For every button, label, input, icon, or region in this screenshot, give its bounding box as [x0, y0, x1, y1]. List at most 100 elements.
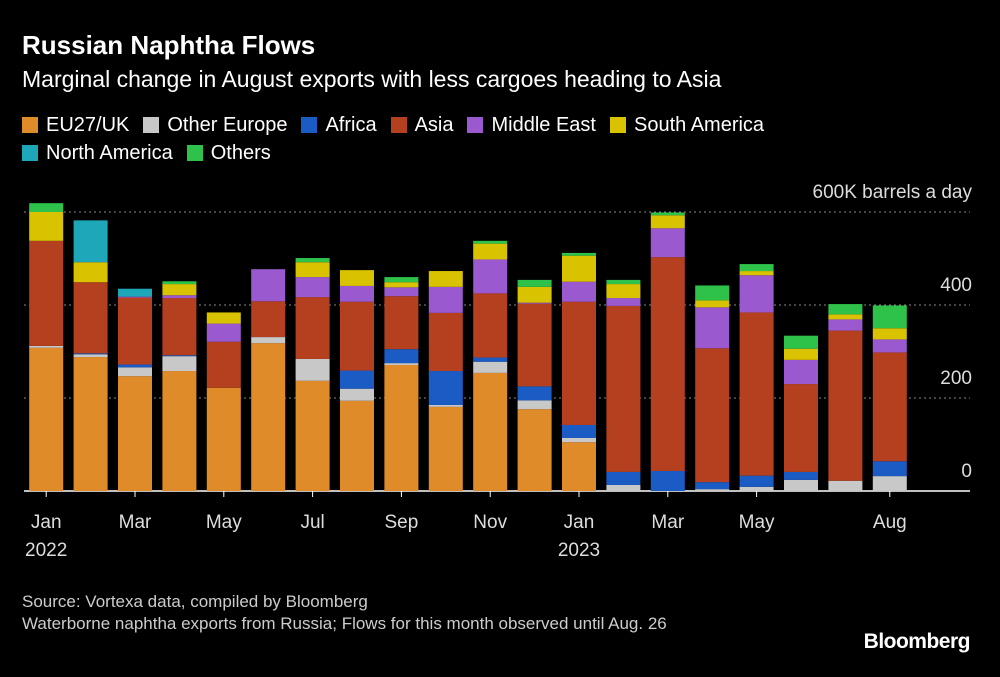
y-tick-label: 200: [940, 368, 972, 389]
y-tick-label: 600K barrels a day: [813, 182, 973, 203]
x-year-label: 2022: [25, 540, 67, 561]
bar-segment: [872, 328, 907, 340]
bar-segment: [118, 364, 152, 368]
bar-segment: [606, 484, 641, 491]
bar-segment: [73, 354, 108, 358]
bar-segment: [384, 282, 419, 288]
bar-segment: [739, 264, 774, 272]
bar-segment: [695, 307, 730, 349]
bar-segment: [29, 212, 64, 241]
bar-segment: [562, 252, 596, 256]
bar-segment: [562, 437, 596, 443]
bar-segment: [562, 442, 596, 491]
bar-segment: [295, 358, 330, 381]
bar-segment: [428, 406, 463, 491]
legend-swatch: [186, 145, 203, 161]
bar-segment: [562, 424, 596, 438]
bar-segment: [606, 305, 641, 472]
x-tick-label: May: [739, 512, 775, 533]
bar-segment: [251, 269, 286, 302]
bar-segment: [206, 312, 241, 324]
bar-segment: [606, 471, 641, 485]
bar-segment: [29, 347, 64, 491]
bar-segment: [517, 302, 552, 304]
legend-label: North America: [46, 141, 173, 164]
bar-segment: [73, 282, 108, 354]
bar-segment: [384, 363, 419, 365]
x-tick-label: May: [206, 512, 242, 533]
bar-segment: [206, 387, 241, 491]
bar-segment: [295, 277, 330, 298]
bar-segment: [473, 361, 508, 373]
chart-title: Russian Naphtha Flows: [22, 30, 316, 60]
bar-segment: [162, 356, 197, 372]
bar-segment: [650, 471, 685, 491]
legend-item: EU27/UK: [22, 114, 129, 136]
bar-segment: [384, 287, 419, 297]
bar-segment: [473, 240, 508, 244]
legend: EU27/UK Other Europe Africa Asia Middle East…: [22, 114, 902, 164]
legend-label: EU27/UK: [46, 113, 130, 136]
bar-segment: [872, 461, 907, 477]
bar-segment: [828, 330, 863, 481]
bar-segment: [650, 212, 685, 216]
bar-segment: [828, 480, 863, 491]
legend-label: Others: [210, 141, 271, 164]
bar-segment: [739, 271, 774, 276]
bar-segment: [251, 343, 286, 491]
bar-segment: [118, 376, 152, 491]
legend-swatch: [22, 145, 38, 161]
bar-segment: [73, 262, 108, 283]
bar-segment: [828, 304, 863, 315]
x-tick-label: Jan: [31, 512, 62, 533]
bar-segment: [739, 312, 774, 476]
bar-segment: [73, 353, 108, 355]
legend-item: North America: [22, 142, 173, 164]
bar-segment: [428, 286, 463, 313]
x-tick-label: Aug: [873, 512, 907, 533]
legend-swatch: [143, 117, 160, 133]
bar-segment: [118, 296, 152, 298]
bar-segment: [562, 255, 596, 282]
bar-segment: [162, 371, 197, 491]
bar-segment: [295, 297, 330, 359]
x-tick-label: Mar: [651, 512, 684, 533]
bar-segment: [562, 281, 596, 302]
legend-item: Africa: [301, 113, 377, 136]
bar-segment: [606, 298, 641, 306]
x-tick-label: Mar: [119, 512, 152, 533]
bar-segment: [206, 341, 241, 388]
bar-segment: [29, 345, 64, 348]
legend-swatch: [390, 117, 407, 133]
brand: Bloomberg: [863, 630, 971, 653]
bar-segment: [872, 339, 907, 353]
y-tick-label: 400: [940, 275, 972, 296]
bar-segment: [29, 240, 64, 346]
bar-segment: [473, 259, 508, 294]
bar-segment: [162, 281, 197, 285]
x-tick-label: Jan: [564, 512, 595, 533]
bar-segment: [784, 471, 818, 480]
bar-segment: [650, 257, 685, 472]
bar-segment: [428, 312, 463, 372]
legend-label: Other Europe: [167, 113, 288, 136]
bar-segment: [739, 475, 774, 487]
y-tick-label: 0: [961, 461, 972, 482]
legend-swatch: [22, 117, 38, 133]
x-tick-label: Nov: [473, 512, 507, 533]
legend-swatch: [609, 117, 626, 133]
bar-segment: [784, 335, 818, 349]
legend-label: Africa: [325, 113, 377, 136]
bar-segment: [517, 409, 552, 491]
bar-segment: [828, 314, 863, 320]
bar-segment: [473, 372, 508, 491]
bar-segment: [162, 298, 197, 356]
bar-segment: [695, 300, 730, 308]
bar-segment: [384, 364, 419, 491]
x-year-label: 2023: [558, 540, 600, 561]
bar-segment: [340, 388, 374, 401]
bar-segment: [517, 400, 552, 410]
legend-swatch: [467, 117, 484, 133]
legend-label: Asia: [414, 113, 454, 136]
legend-item: Others: [186, 141, 271, 164]
